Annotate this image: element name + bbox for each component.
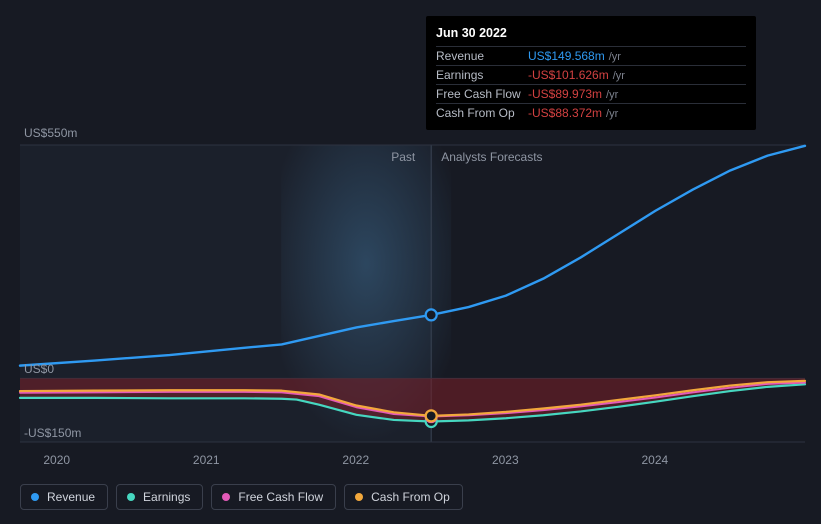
tooltip-row-label: Cash From Op [436, 106, 528, 120]
legend-label: Cash From Op [371, 490, 450, 504]
x-axis-tick-label: 2022 [342, 453, 369, 467]
legend-swatch [355, 493, 363, 501]
legend-swatch [31, 493, 39, 501]
tooltip-row-label: Free Cash Flow [436, 87, 528, 101]
tooltip-row: Free Cash Flow-US$89.973m/yr [436, 84, 746, 103]
tooltip-row-unit: /yr [606, 89, 618, 101]
financial-chart: US$550m US$0 -US$150m Past Analysts Fore… [0, 0, 821, 524]
legend-item[interactable]: Cash From Op [344, 484, 463, 510]
tooltip-row-value: US$149.568m [528, 49, 605, 63]
legend-swatch [127, 493, 135, 501]
tooltip-row: RevenueUS$149.568m/yr [436, 46, 746, 65]
legend-label: Earnings [143, 490, 190, 504]
tooltip-row-label: Revenue [436, 49, 528, 63]
tooltip-row: Earnings-US$101.626m/yr [436, 65, 746, 84]
tooltip-row-value: -US$88.372m [528, 106, 602, 120]
tooltip-row-unit: /yr [609, 51, 621, 63]
past-region-label: Past [391, 150, 415, 164]
legend-item[interactable]: Earnings [116, 484, 203, 510]
tooltip-row-value: -US$89.973m [528, 87, 602, 101]
y-axis-label: -US$150m [24, 426, 81, 440]
tooltip-date: Jun 30 2022 [436, 22, 746, 46]
tooltip-row-label: Earnings [436, 68, 528, 82]
y-axis-label: US$550m [24, 126, 77, 140]
tooltip-row: Cash From Op-US$88.372m/yr [436, 103, 746, 122]
tooltip-row-unit: /yr [606, 108, 618, 120]
legend-label: Revenue [47, 490, 95, 504]
x-axis-tick-label: 2020 [43, 453, 70, 467]
tooltip-row-value: -US$101.626m [528, 68, 609, 82]
y-axis-label: US$0 [24, 362, 54, 376]
hover-tooltip: Jun 30 2022 RevenueUS$149.568m/yrEarning… [426, 16, 756, 130]
x-axis-tick-label: 2021 [193, 453, 220, 467]
tooltip-row-unit: /yr [613, 70, 625, 82]
legend-swatch [222, 493, 230, 501]
legend-item[interactable]: Revenue [20, 484, 108, 510]
legend-label: Free Cash Flow [238, 490, 323, 504]
legend-item[interactable]: Free Cash Flow [211, 484, 336, 510]
x-axis-tick-label: 2023 [492, 453, 519, 467]
x-axis-tick-label: 2024 [641, 453, 668, 467]
forecast-region-label: Analysts Forecasts [441, 150, 542, 164]
legend: Revenue Earnings Free Cash Flow Cash From O… [20, 484, 463, 510]
